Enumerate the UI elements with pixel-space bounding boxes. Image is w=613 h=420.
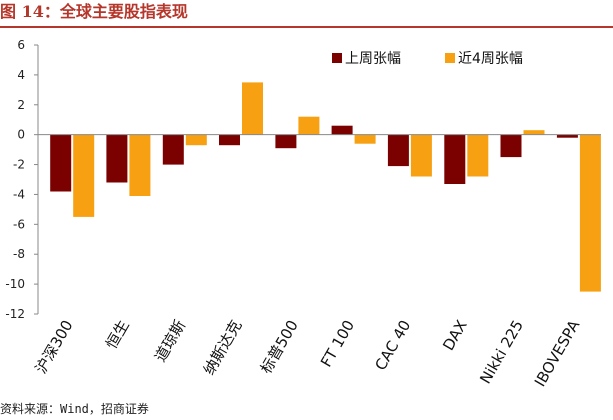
bar-week	[331, 125, 353, 135]
bar-week	[106, 134, 128, 183]
bar-week	[387, 134, 409, 167]
bar-chart: 上周张幅 近4周张幅 6 4 2 0 -2 -4 -6 -8 -10 -12 沪深300 恒生 道琼斯纳…	[5, 38, 601, 390]
bar-week	[219, 134, 240, 146]
bar-4week	[354, 134, 376, 144]
source-note: 资料来源：Wind，招商证券	[0, 402, 149, 416]
bar-4week	[185, 134, 207, 146]
x-tick-label: 标普500	[257, 317, 302, 377]
x-tick-label: 道琼斯	[151, 317, 189, 365]
x-tick-label: 沪深300	[32, 317, 77, 377]
legend-swatch	[332, 53, 342, 63]
bar-4week	[579, 134, 601, 292]
bar-4week	[523, 130, 545, 135]
x-tick-label: Nikki 225	[476, 317, 527, 387]
legend-item-4week: 近4周张幅	[445, 51, 523, 67]
y-tick-label: -12	[5, 307, 25, 321]
y-tick-label: 0	[17, 128, 25, 142]
x-tick-label: FT 100	[317, 317, 358, 370]
bar-4week	[242, 82, 263, 135]
bar-4week	[410, 134, 432, 177]
bar-week	[50, 134, 72, 192]
x-tick-label: 纳斯达克	[200, 317, 246, 378]
bar-week	[500, 134, 522, 158]
y-tick-label: 4	[17, 68, 25, 82]
bar-4week	[73, 134, 95, 217]
bar-4week	[129, 134, 151, 196]
legend-item-week: 上周张幅	[332, 51, 401, 67]
legend-swatch	[445, 53, 455, 63]
chart-title: 图 14：全球主要股指表现	[0, 2, 188, 21]
legend: 上周张幅 近4周张幅	[332, 51, 523, 67]
y-tick-label: 2	[17, 98, 25, 112]
bar-week	[556, 134, 578, 138]
y-tick-label: -4	[13, 187, 25, 201]
x-tick-label: CAC 40	[371, 317, 414, 373]
bar-4week	[298, 116, 320, 135]
bars	[50, 82, 601, 292]
x-tick-label: DAX	[439, 317, 471, 354]
title-rule	[0, 26, 613, 28]
legend-label: 上周张幅	[345, 51, 401, 67]
bar-week	[162, 134, 184, 165]
bar-4week	[467, 134, 489, 177]
bar-week	[275, 134, 297, 149]
y-tick-label: -6	[13, 217, 25, 231]
y-axis: 6 4 2 0 -2 -4 -6 -8 -10 -12	[5, 38, 39, 321]
y-tick-label: -10	[5, 277, 25, 291]
bar-week	[444, 134, 466, 184]
x-tick-label: IBOVESPA	[531, 316, 584, 389]
y-tick-label: 6	[17, 38, 25, 52]
y-tick-label: -2	[13, 158, 25, 172]
legend-label: 近4周张幅	[458, 51, 523, 67]
y-tick-label: -8	[13, 247, 25, 261]
x-tick-label: 恒生	[102, 317, 133, 352]
